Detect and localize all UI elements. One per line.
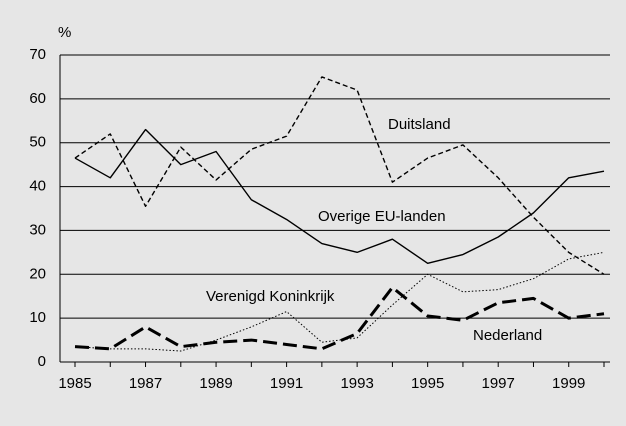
series-label: Nederland bbox=[473, 327, 542, 344]
series-line bbox=[74, 251, 605, 352]
y-tick-label: 0 bbox=[38, 353, 46, 370]
y-tick-label: 30 bbox=[29, 221, 46, 238]
series-label: Verenigd Koninkrijk bbox=[206, 288, 335, 305]
y-tick-label: 20 bbox=[29, 265, 46, 282]
x-tick-label: 1991 bbox=[270, 375, 303, 392]
x-tick-label: 1987 bbox=[129, 375, 162, 392]
x-tick-label: 1995 bbox=[411, 375, 444, 392]
x-tick-label: 1993 bbox=[340, 375, 373, 392]
x-tick-label: 1997 bbox=[482, 375, 515, 392]
series-line bbox=[74, 285, 605, 351]
y-tick-label: 50 bbox=[29, 134, 46, 151]
y-axis-label: % bbox=[58, 24, 71, 41]
x-tick-label: 1985 bbox=[58, 375, 91, 392]
x-tick-label: 1999 bbox=[552, 375, 585, 392]
series-label: Overige EU-landen bbox=[318, 208, 446, 225]
y-tick-label: 10 bbox=[29, 309, 46, 326]
x-tick-label: 1989 bbox=[199, 375, 232, 392]
series-line bbox=[74, 128, 605, 265]
y-tick-label: 70 bbox=[29, 46, 46, 63]
series-label: Duitsland bbox=[388, 116, 451, 133]
y-tick-label: 40 bbox=[29, 178, 46, 195]
series-line bbox=[74, 76, 605, 275]
y-tick-label: 60 bbox=[29, 90, 46, 107]
